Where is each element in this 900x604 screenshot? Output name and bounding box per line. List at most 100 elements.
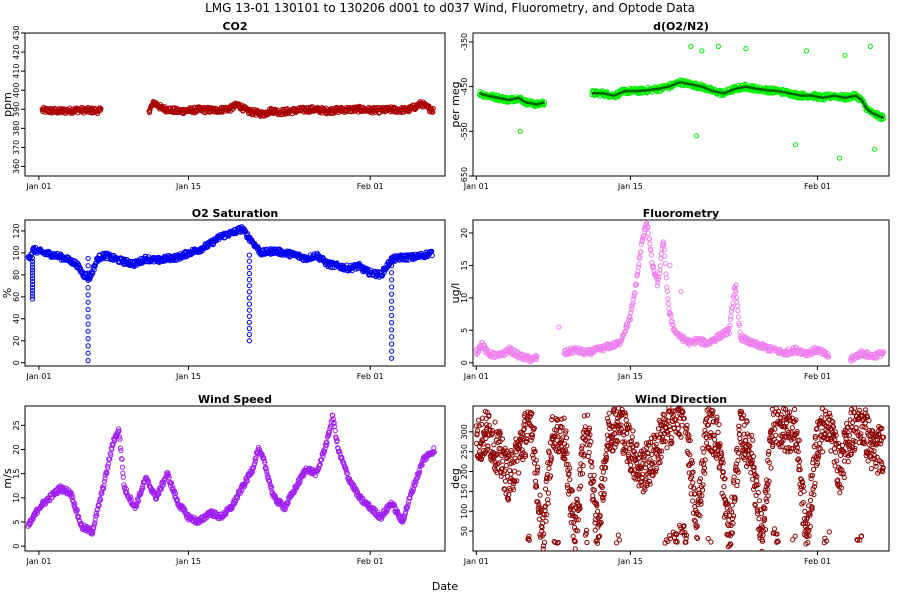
- o2sat-dip-point: [390, 278, 394, 282]
- o2sat-dip-point: [390, 292, 394, 296]
- o2sat-dip-point: [86, 286, 90, 290]
- o2sat-dip-point: [86, 337, 90, 341]
- windspeed-point: [121, 471, 125, 475]
- o2sat-dip-point: [86, 264, 90, 268]
- fluoro-title: Fluorometry: [643, 207, 719, 220]
- winddir-point: [590, 465, 594, 469]
- winddir-y-tick-label: 200: [460, 464, 469, 479]
- winddir-x-tick-label: Jan 01: [463, 557, 489, 566]
- co2-y-tick-label: 420: [12, 44, 21, 59]
- winddir-point: [691, 499, 695, 503]
- o2n2-spike-point: [873, 147, 877, 151]
- winddir-point: [585, 540, 589, 544]
- o2n2-spike-point: [700, 49, 704, 53]
- winddir-point: [573, 547, 577, 551]
- winddir-point: [631, 429, 635, 433]
- winddir-point: [736, 479, 740, 483]
- windspeed-y-tick-label: 15: [12, 469, 21, 479]
- winddir-point: [607, 411, 611, 415]
- winddir-title: Wind Direction: [635, 393, 727, 406]
- co2-title: CO2: [222, 20, 247, 33]
- windspeed-x-tick-label: Jan 01: [25, 557, 51, 566]
- o2sat-dip-point: [247, 339, 251, 343]
- fluoro-point: [649, 253, 653, 257]
- winddir-y-tick-label: 250: [460, 444, 469, 459]
- o2sat-dip-point: [247, 265, 251, 269]
- o2sat-dip-point: [247, 271, 251, 275]
- windspeed-y-tick-label: 10: [12, 493, 21, 503]
- o2sat-dip-point: [86, 358, 90, 362]
- winddir-point: [571, 534, 575, 538]
- o2n2-y-tick-label: -350: [460, 33, 469, 51]
- o2sat-dip-point: [86, 300, 90, 304]
- winddir-point: [676, 427, 680, 431]
- winddir-point: [675, 422, 679, 426]
- o2sat-dip-point: [86, 322, 90, 326]
- o2sat-title: O2 Saturation: [192, 207, 279, 220]
- winddir-point: [715, 415, 719, 419]
- winddir-point: [630, 435, 634, 439]
- o2sat-y-tick-label: 60: [12, 292, 21, 302]
- o2sat-dip-point: [247, 253, 251, 257]
- o2sat-y-tick-label: 0: [12, 360, 21, 365]
- fluoro-point: [637, 262, 641, 266]
- o2n2-spike-point: [843, 53, 847, 57]
- winddir-point: [616, 533, 620, 537]
- fluoro-point: [736, 309, 740, 313]
- o2sat-dip-point: [390, 285, 394, 289]
- o2sat-dip-point: [86, 307, 90, 311]
- o2sat-dip-point: [86, 344, 90, 348]
- o2n2-spike-point: [793, 143, 797, 147]
- figure-title: LMG 13-01 130101 to 130206 d001 to d037 …: [205, 1, 695, 15]
- fluoro-point: [736, 315, 740, 319]
- o2sat-dip-point: [247, 290, 251, 294]
- fluoro-point: [665, 285, 669, 289]
- fluoro-data-series: [474, 219, 885, 364]
- o2n2-y-tick-label: -450: [460, 78, 469, 96]
- co2-x-tick-label: Jan 15: [175, 182, 201, 191]
- o2sat-x-tick-label: Feb 01: [357, 372, 384, 381]
- winddir-point: [568, 478, 572, 482]
- winddir-point: [629, 463, 633, 467]
- o2sat-dip-point: [86, 293, 90, 297]
- o2sat-dip-point: [390, 306, 394, 310]
- winddir-point: [476, 429, 480, 433]
- fluoro-point: [666, 297, 670, 301]
- windspeed-y-tick-label: 5: [12, 519, 21, 524]
- o2sat-data-series: [26, 225, 434, 363]
- o2sat-y-tick-label: 80: [12, 270, 21, 280]
- o2sat-y-tick-label: 120: [12, 223, 21, 238]
- windspeed-point: [121, 475, 125, 479]
- winddir-point: [501, 459, 505, 463]
- winddir-y-tick-label: 150: [460, 484, 469, 499]
- co2-data-series: [40, 100, 435, 119]
- x-axis-label: Date: [432, 580, 459, 593]
- co2-y-tick-label: 430: [12, 25, 21, 40]
- o2n2-spike-point: [518, 129, 522, 133]
- o2n2-spike-point: [868, 44, 872, 48]
- winddir-point: [509, 472, 513, 476]
- fluoro-x-tick-label: Jan 15: [617, 372, 643, 381]
- co2-y-tick-label: 390: [12, 102, 21, 117]
- o2n2-x-tick-label: Jan 15: [617, 182, 643, 191]
- fluoro-point: [667, 307, 671, 311]
- winddir-point: [617, 538, 621, 542]
- windspeed-point: [119, 449, 123, 453]
- windspeed-title: Wind Speed: [198, 393, 272, 406]
- o2n2-spike-point: [694, 134, 698, 138]
- winddir-data-series: [474, 406, 885, 554]
- o2sat-dip-point: [247, 320, 251, 324]
- fluoro-point: [646, 231, 650, 235]
- fluoro-point: [663, 254, 667, 258]
- o2sat-dip-point: [390, 271, 394, 275]
- winddir-point: [624, 418, 628, 422]
- winddir-point: [546, 491, 550, 495]
- fluoro-x-tick-label: Jan 01: [463, 372, 489, 381]
- fluoro-point: [666, 302, 670, 306]
